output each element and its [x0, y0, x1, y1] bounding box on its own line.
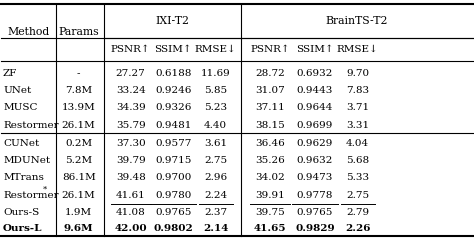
- Text: 0.6932: 0.6932: [297, 69, 333, 78]
- Text: 0.2M: 0.2M: [65, 139, 92, 148]
- Text: SSIM↑: SSIM↑: [155, 44, 192, 54]
- Text: 5.33: 5.33: [346, 174, 369, 182]
- Text: MDUNet: MDUNet: [3, 156, 50, 165]
- Text: 0.9473: 0.9473: [297, 174, 333, 182]
- Text: 0.9780: 0.9780: [155, 191, 191, 200]
- Text: Ours-S: Ours-S: [3, 208, 39, 217]
- Text: 37.30: 37.30: [116, 139, 146, 148]
- Text: Restormer: Restormer: [3, 191, 59, 200]
- Text: RMSE↓: RMSE↓: [337, 44, 378, 54]
- Text: 2.14: 2.14: [203, 224, 228, 233]
- Text: 9.70: 9.70: [346, 69, 369, 78]
- Text: 0.9829: 0.9829: [295, 224, 335, 233]
- Text: 0.9629: 0.9629: [297, 139, 333, 148]
- Text: 0.9632: 0.9632: [297, 156, 333, 165]
- Text: 5.23: 5.23: [204, 103, 228, 112]
- Text: 34.02: 34.02: [255, 174, 285, 182]
- Text: Params: Params: [58, 27, 99, 38]
- Text: 39.48: 39.48: [116, 174, 146, 182]
- Text: 0.9802: 0.9802: [153, 224, 193, 233]
- Text: 2.79: 2.79: [346, 208, 369, 217]
- Text: 0.6188: 0.6188: [155, 69, 191, 78]
- Text: 5.85: 5.85: [204, 86, 228, 95]
- Text: 41.65: 41.65: [254, 224, 286, 233]
- Text: 36.46: 36.46: [255, 139, 285, 148]
- Text: 0.9765: 0.9765: [297, 208, 333, 217]
- Text: 42.00: 42.00: [114, 224, 147, 233]
- Text: 38.15: 38.15: [255, 121, 285, 130]
- Text: 5.2M: 5.2M: [65, 156, 92, 165]
- Text: 0.9700: 0.9700: [155, 174, 191, 182]
- Text: 13.9M: 13.9M: [62, 103, 96, 112]
- Text: 2.75: 2.75: [346, 191, 369, 200]
- Text: Method: Method: [7, 27, 49, 38]
- Text: BrainTS-T2: BrainTS-T2: [326, 16, 388, 26]
- Text: 0.9246: 0.9246: [155, 86, 191, 95]
- Text: 2.24: 2.24: [204, 191, 228, 200]
- Text: 0.9481: 0.9481: [155, 121, 191, 130]
- Text: 31.07: 31.07: [255, 86, 285, 95]
- Text: 41.61: 41.61: [116, 191, 146, 200]
- Text: 0.9715: 0.9715: [155, 156, 191, 165]
- Text: MUSC: MUSC: [3, 103, 37, 112]
- Text: *: *: [43, 185, 47, 193]
- Text: 0.9778: 0.9778: [297, 191, 333, 200]
- Text: 26.1M: 26.1M: [62, 121, 96, 130]
- Text: 28.72: 28.72: [255, 69, 285, 78]
- Text: IXI-T2: IXI-T2: [155, 16, 189, 26]
- Text: 0.9577: 0.9577: [155, 139, 191, 148]
- Text: 11.69: 11.69: [201, 69, 231, 78]
- Text: 3.31: 3.31: [346, 121, 369, 130]
- Text: 4.04: 4.04: [346, 139, 369, 148]
- Text: 9.6M: 9.6M: [64, 224, 93, 233]
- Text: 34.39: 34.39: [116, 103, 146, 112]
- Text: 35.79: 35.79: [116, 121, 146, 130]
- Text: 35.26: 35.26: [255, 156, 285, 165]
- Text: 39.75: 39.75: [255, 208, 285, 217]
- Text: PSNR↑: PSNR↑: [111, 44, 150, 54]
- Text: UNet: UNet: [3, 86, 31, 95]
- Text: 86.1M: 86.1M: [62, 174, 96, 182]
- Text: 7.8M: 7.8M: [65, 86, 92, 95]
- Text: MTrans: MTrans: [3, 174, 44, 182]
- Text: 3.71: 3.71: [346, 103, 369, 112]
- Text: 5.68: 5.68: [346, 156, 369, 165]
- Text: CUNet: CUNet: [3, 139, 39, 148]
- Text: SSIM↑: SSIM↑: [296, 44, 334, 54]
- Text: 2.26: 2.26: [345, 224, 370, 233]
- Text: 2.96: 2.96: [204, 174, 228, 182]
- Text: 39.79: 39.79: [116, 156, 146, 165]
- Text: 0.9326: 0.9326: [155, 103, 191, 112]
- Text: RMSE↓: RMSE↓: [195, 44, 237, 54]
- Text: 41.08: 41.08: [116, 208, 146, 217]
- Text: Ours-L: Ours-L: [3, 224, 43, 233]
- Text: 0.9765: 0.9765: [155, 208, 191, 217]
- Text: 7.83: 7.83: [346, 86, 369, 95]
- Text: 0.9443: 0.9443: [297, 86, 333, 95]
- Text: 33.24: 33.24: [116, 86, 146, 95]
- Text: ZF: ZF: [3, 69, 18, 78]
- Text: 26.1M: 26.1M: [62, 191, 96, 200]
- Text: 4.40: 4.40: [204, 121, 228, 130]
- Text: 39.91: 39.91: [255, 191, 285, 200]
- Text: -: -: [77, 69, 81, 78]
- Text: 0.9644: 0.9644: [297, 103, 333, 112]
- Text: 3.61: 3.61: [204, 139, 228, 148]
- Text: 27.27: 27.27: [116, 69, 146, 78]
- Text: 2.37: 2.37: [204, 208, 228, 217]
- Text: Restormer: Restormer: [3, 121, 59, 130]
- Text: 37.11: 37.11: [255, 103, 285, 112]
- Text: PSNR↑: PSNR↑: [250, 44, 290, 54]
- Text: 0.9699: 0.9699: [297, 121, 333, 130]
- Text: 2.75: 2.75: [204, 156, 228, 165]
- Text: 1.9M: 1.9M: [65, 208, 92, 217]
